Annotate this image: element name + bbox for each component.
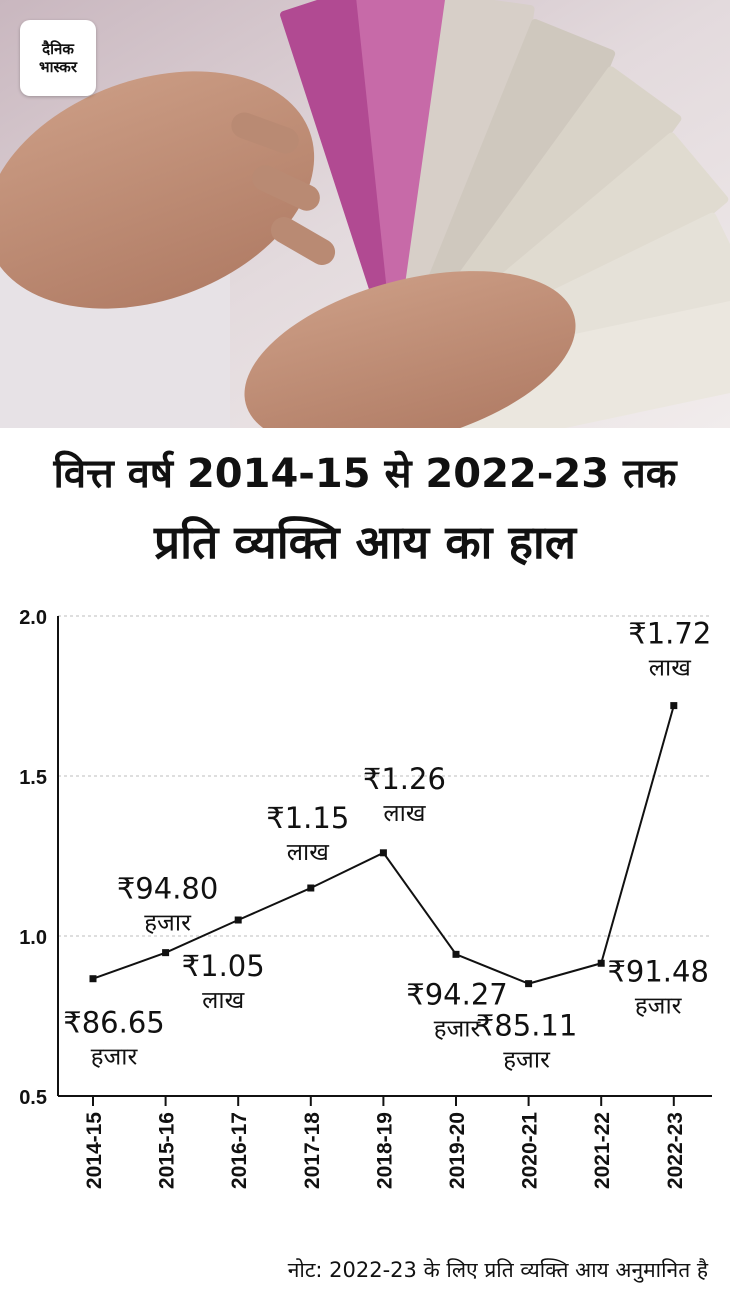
x-tick-labels: 2014-15 2015-16 2016-17 2017-18 2018-19 2019-… <box>83 1096 687 1189</box>
y-tick-label: 1.0 <box>19 927 47 949</box>
data-label-unit: लाख <box>287 838 329 866</box>
title-line-2: प्रति व्यक्ति आय का हाल <box>153 515 577 569</box>
y-tick-label: 0.5 <box>19 1087 47 1109</box>
data-label-amount: ₹1.26 <box>363 762 446 796</box>
data-label-amount: ₹1.15 <box>266 801 349 835</box>
y-tick-labels: 2.0 1.5 1.0 0.5 <box>19 607 47 1109</box>
data-labels: ₹86.65 हजार ₹94.80 हजार ₹1.05 लाख ₹1.15 लाख ₹1.2… <box>63 617 711 1074</box>
data-label-amount: ₹85.11 <box>476 1009 577 1043</box>
data-point <box>525 980 533 988</box>
y-tick-label: 2.0 <box>19 607 47 629</box>
data-label-unit: लाख <box>649 654 691 682</box>
data-label-unit: लाख <box>202 986 244 1014</box>
data-label-unit: हजार <box>144 909 192 937</box>
data-point <box>670 702 678 710</box>
x-tick-label: 2022-23 <box>664 1112 687 1189</box>
series-line <box>92 705 675 985</box>
chart-title: वित्त वर्ष 2014-15 से 2022-23 तक प्रति व… <box>0 442 730 578</box>
data-label-amount: ₹91.48 <box>607 954 708 988</box>
data-label-unit: हजार <box>434 1014 482 1042</box>
x-tick-label: 2017-18 <box>301 1112 324 1189</box>
data-point <box>89 975 97 983</box>
x-tick-label: 2014-15 <box>83 1112 106 1189</box>
data-label-amount: ₹86.65 <box>63 1006 164 1040</box>
x-tick-label: 2016-17 <box>228 1112 251 1189</box>
x-tick-label: 2020-21 <box>519 1112 542 1189</box>
data-label-amount: ₹94.27 <box>406 977 507 1011</box>
x-tick-label: 2015-16 <box>156 1112 179 1189</box>
data-label-unit: हजार <box>503 1046 551 1074</box>
data-point <box>452 950 460 958</box>
dainik-bhaskar-logo: दैनिक भास्कर <box>20 20 96 96</box>
data-point <box>307 884 315 892</box>
logo-text-line1: दैनिक <box>42 40 74 58</box>
x-tick-label: 2021-22 <box>591 1112 614 1189</box>
data-label-amount: ₹1.72 <box>628 617 711 651</box>
x-tick-label: 2018-19 <box>373 1112 396 1189</box>
currency-notes-illustration <box>0 0 730 428</box>
data-points <box>89 702 678 988</box>
gridlines <box>58 615 712 937</box>
x-tick-label: 2019-20 <box>446 1112 469 1189</box>
data-label-amount: ₹1.05 <box>182 949 265 983</box>
data-label-unit: हजार <box>635 991 683 1019</box>
y-tick-label: 1.5 <box>19 767 47 789</box>
data-point <box>379 849 387 857</box>
hero-photo-money: दैनिक भास्कर <box>0 0 730 428</box>
data-label-unit: हजार <box>91 1043 139 1071</box>
data-label-amount: ₹94.80 <box>117 872 218 906</box>
data-point <box>597 959 605 967</box>
footnote: नोट: 2022-23 के लिए प्रति व्यक्ति आय अनु… <box>287 1258 708 1282</box>
title-line-1: वित्त वर्ष 2014-15 से 2022-23 तक <box>53 451 677 497</box>
logo-text-line2: भास्कर <box>39 58 77 76</box>
data-label-unit: लाख <box>383 799 425 827</box>
data-point <box>162 949 170 957</box>
data-point <box>234 916 242 924</box>
